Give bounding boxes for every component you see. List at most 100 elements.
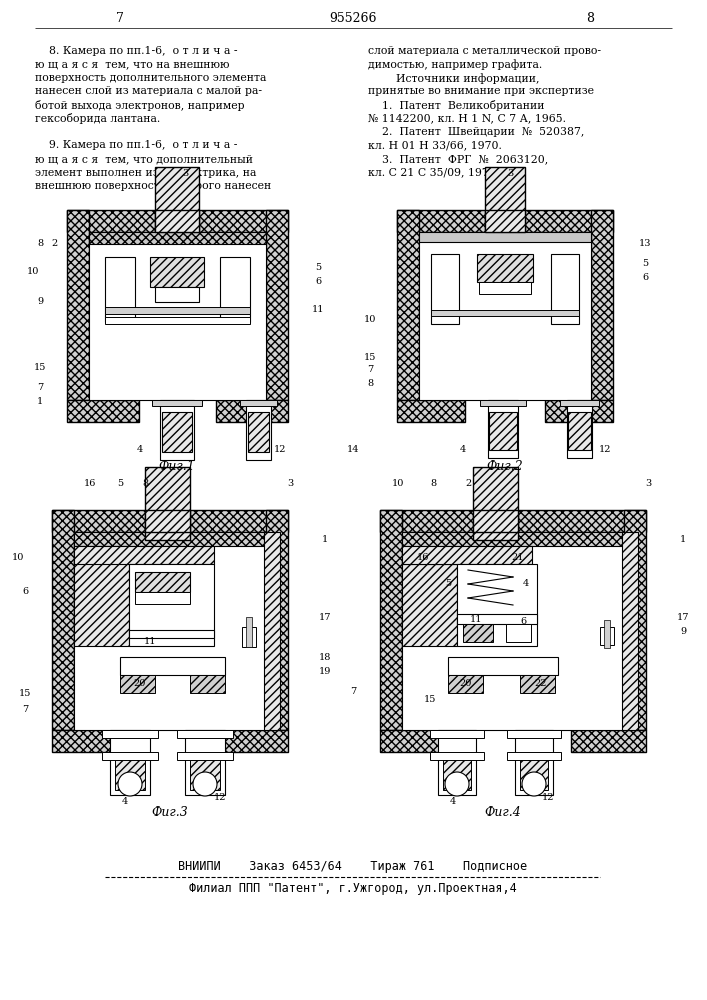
Bar <box>240 400 277 406</box>
Bar <box>52 730 127 752</box>
Bar <box>120 657 225 675</box>
Bar <box>480 400 526 406</box>
Bar <box>216 400 288 422</box>
Bar <box>402 546 532 564</box>
Text: 15: 15 <box>34 362 46 371</box>
Text: Фиг.2: Фиг.2 <box>486 460 523 474</box>
Text: 10: 10 <box>27 267 39 276</box>
Bar <box>145 467 190 540</box>
Bar <box>213 730 288 752</box>
Text: № 1142200, кл. H 1 N, С 7 А, 1965.: № 1142200, кл. H 1 N, С 7 А, 1965. <box>368 113 566 123</box>
Text: слой материала с металлической прово-: слой материала с металлической прово- <box>368 46 601 56</box>
Text: 8: 8 <box>142 480 148 488</box>
Bar <box>479 282 531 294</box>
Text: Источники информации,: Источники информации, <box>368 73 539 84</box>
Bar <box>600 627 614 645</box>
Text: 4: 4 <box>460 446 466 454</box>
Text: 1: 1 <box>680 536 686 544</box>
Circle shape <box>118 772 142 796</box>
Text: 8: 8 <box>367 379 373 388</box>
Text: ю щ а я с я  тем, что на внешнюю: ю щ а я с я тем, что на внешнюю <box>35 60 230 70</box>
Text: 11: 11 <box>469 615 482 624</box>
Text: 9: 9 <box>680 628 686 637</box>
Bar <box>145 510 190 532</box>
Text: 20: 20 <box>460 680 472 688</box>
Text: 6: 6 <box>22 587 28 596</box>
Bar <box>185 730 225 795</box>
Bar <box>604 620 610 648</box>
Bar <box>246 617 252 647</box>
Bar <box>448 675 483 693</box>
Bar <box>402 564 457 646</box>
Text: 7: 7 <box>367 365 373 374</box>
Bar <box>135 592 190 604</box>
Text: ботой выхода электронов, например: ботой выхода электронов, например <box>35 100 245 111</box>
Text: 955266: 955266 <box>329 11 377 24</box>
Bar <box>473 467 518 540</box>
Text: димостью, например графита.: димостью, например графита. <box>368 60 542 70</box>
Text: 1.  Патент  Великобритании: 1. Патент Великобритании <box>368 100 544 111</box>
Text: 20: 20 <box>134 680 146 688</box>
Bar <box>160 400 194 460</box>
Text: принятые во внимание при экспертизе: принятые во внимание при экспертизе <box>368 87 594 97</box>
Bar <box>120 675 155 693</box>
Text: 21: 21 <box>512 552 525 562</box>
Bar <box>102 730 158 738</box>
Bar <box>152 400 202 406</box>
Bar <box>105 307 250 314</box>
Bar <box>135 572 190 592</box>
Text: 3: 3 <box>287 480 293 488</box>
Text: 7: 7 <box>350 688 356 696</box>
Text: 17: 17 <box>677 612 689 621</box>
Text: 19: 19 <box>319 668 331 676</box>
Bar <box>155 167 199 232</box>
Bar <box>67 210 89 400</box>
Text: 8: 8 <box>37 239 43 248</box>
Bar <box>506 624 531 642</box>
Bar <box>419 232 591 242</box>
Text: 12: 12 <box>599 446 612 454</box>
Text: 12: 12 <box>542 792 554 802</box>
Text: 14: 14 <box>346 446 359 454</box>
Text: 12: 12 <box>214 792 226 802</box>
Bar <box>397 210 613 232</box>
Text: внешнюю поверхность которого нанесен: внешнюю поверхность которого нанесен <box>35 181 271 191</box>
Text: 7: 7 <box>22 706 28 714</box>
Text: 4: 4 <box>122 798 128 806</box>
Bar <box>105 317 250 324</box>
Text: 3: 3 <box>182 169 188 178</box>
Bar <box>177 730 233 738</box>
Bar <box>473 510 518 532</box>
Bar <box>457 564 537 646</box>
Bar <box>190 760 220 790</box>
Bar <box>89 232 266 400</box>
Text: 1: 1 <box>37 397 43 406</box>
Text: 4: 4 <box>523 580 529 588</box>
Text: 10: 10 <box>392 480 404 488</box>
Bar <box>463 624 493 642</box>
Text: ю щ а я с я  тем, что дополнительный: ю щ а я с я тем, что дополнительный <box>35 154 253 164</box>
Text: 8: 8 <box>586 11 594 24</box>
Bar <box>155 210 199 232</box>
Bar <box>485 167 525 232</box>
Bar <box>264 532 280 730</box>
Bar <box>67 400 139 422</box>
Text: 12: 12 <box>274 446 286 454</box>
Bar <box>443 760 471 790</box>
Bar <box>485 210 525 232</box>
Text: 2.  Патент  Швейцарии  №  520387,: 2. Патент Швейцарии № 520387, <box>368 127 585 137</box>
Text: 7: 7 <box>37 382 43 391</box>
Bar <box>74 532 266 730</box>
Text: 9. Камера по пп.1-6,  о т л и ч а -: 9. Камера по пп.1-6, о т л и ч а - <box>35 140 238 150</box>
Text: 13: 13 <box>638 239 651 248</box>
Text: 6: 6 <box>315 277 321 286</box>
Text: Фиг.4: Фиг.4 <box>484 806 521 818</box>
Circle shape <box>193 772 217 796</box>
Text: 6: 6 <box>520 617 526 626</box>
Bar <box>220 257 250 322</box>
Circle shape <box>522 772 546 796</box>
Text: 17: 17 <box>319 612 332 621</box>
Text: поверхность дополнительного элемента: поверхность дополнительного элемента <box>35 73 267 83</box>
Text: 11: 11 <box>312 306 325 314</box>
Text: 5: 5 <box>315 262 321 271</box>
